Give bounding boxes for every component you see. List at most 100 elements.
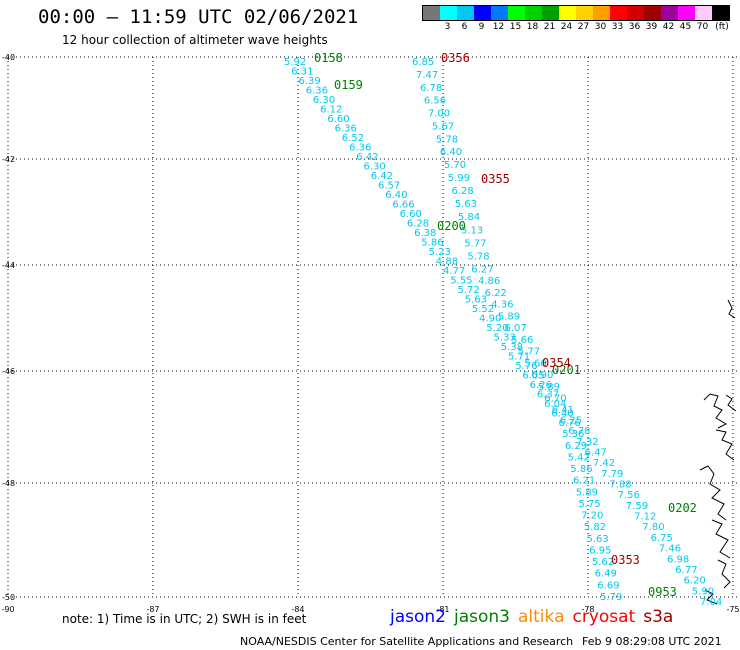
pass-time-label: 0201 <box>552 363 581 377</box>
lat-label: -40 <box>2 53 15 62</box>
wave-height-value: 6.36 <box>306 86 328 97</box>
wave-height-value: 6.60 <box>400 209 422 220</box>
wave-height-value: 5.67 <box>432 121 454 132</box>
wave-height-value: 6.40 <box>551 409 573 420</box>
lon-label: -84 <box>291 605 304 614</box>
satellite-altika: altika <box>518 607 565 627</box>
wave-height-value: 5.23 <box>429 247 451 258</box>
wave-height-value: 6.38 <box>414 228 436 239</box>
legend-swatch <box>593 6 610 20</box>
legend-swatch <box>508 6 525 20</box>
wave-height-value: 7.56 <box>618 490 640 501</box>
wave-height-value: 5.38 <box>501 342 523 353</box>
legend-swatch <box>542 6 559 20</box>
wave-height-value: 6.57 <box>378 181 400 192</box>
wave-height-value: 4.77 <box>443 266 465 277</box>
wave-height-value: 5.63 <box>587 534 609 545</box>
wave-height-value: 5.72 <box>458 285 480 296</box>
wave-height-value: 5.20 <box>486 323 508 334</box>
lon-label: -75 <box>726 605 739 614</box>
wave-height-value: 5.63 <box>455 199 477 210</box>
wave-height-value: 6.98 <box>667 554 689 565</box>
wave-height-value: 5.70 <box>444 160 466 171</box>
generation-timestamp: Feb 9 08:29:08 UTC 2021 <box>582 635 722 648</box>
coastline <box>699 299 737 605</box>
pass-time-label: 0202 <box>668 501 697 515</box>
pass-time-label: 0353 <box>611 553 640 567</box>
wave-height-value: 6.70 <box>544 394 566 405</box>
lat-label: -48 <box>2 479 15 488</box>
legend-color-bar <box>422 5 730 21</box>
wave-height-value: 6.04 <box>544 399 566 410</box>
wave-height-value: 5.77 <box>518 347 540 358</box>
map-subtitle: 12 hour collection of altimeter wave hei… <box>62 33 328 47</box>
wave-height-value: 6.05 <box>522 371 544 382</box>
wave-height-value: 6.39 <box>299 76 321 87</box>
legend-label: 36 <box>628 22 641 32</box>
wave-height-value: 5.86 <box>570 464 592 475</box>
pass-time-label: 0200 <box>437 219 466 233</box>
wave-height-value: 6.52 <box>342 133 364 144</box>
legend-swatch <box>491 6 508 20</box>
wave-height-value: 6.26 <box>530 380 552 391</box>
wave-height-value: 6.90 <box>531 370 553 381</box>
wave-height-value: 6.28 <box>407 219 429 230</box>
wave-height-value: 5.63 <box>465 295 487 306</box>
legend-swatch <box>423 6 440 20</box>
wave-height-value: 6.22 <box>485 288 507 299</box>
track-values: 5.926.316.396.366.306.126.606.366.526.36… <box>284 57 722 608</box>
lon-label: -78 <box>581 605 594 614</box>
wave-height-value: 6.31 <box>291 67 313 78</box>
wave-height-value: 6.30 <box>364 162 386 173</box>
wave-height-value: 7.12 <box>634 512 656 523</box>
wave-height-value: 5.33 <box>494 333 516 344</box>
legend-swatch <box>474 6 491 20</box>
wave-height-value: 5.89 <box>498 311 520 322</box>
lat-label: -50 <box>2 593 15 602</box>
wave-height-value: 6.30 <box>313 95 335 106</box>
wave-height-value: 7.80 <box>642 522 664 533</box>
legend-label: 12 <box>492 22 505 32</box>
legend-label: 27 <box>577 22 590 32</box>
lon-label: -87 <box>146 605 159 614</box>
wave-height-value: 6.36 <box>349 143 371 154</box>
satellite-jason3: jason3 <box>454 607 510 627</box>
legend-label: 70 <box>696 22 709 32</box>
wave-height-value: 4.88 <box>436 257 458 268</box>
wave-height-value: 6.42 <box>371 171 393 182</box>
legend-label: 18 <box>526 22 539 32</box>
wave-height-value: 6.40 <box>440 147 462 158</box>
wave-height-value: 5.36 <box>562 429 584 440</box>
wave-height-value: 5.84 <box>458 212 480 223</box>
satellite-s3a: s3a <box>643 607 674 627</box>
wave-height-value: 5.86 <box>421 238 443 249</box>
legend-label: 42 <box>662 22 675 32</box>
lat-label: -44 <box>2 261 15 270</box>
wave-height-value: 7.88 <box>609 480 631 491</box>
wave-height-value: 6.49 <box>595 569 617 580</box>
wave-height-value: 5.78 <box>467 252 489 263</box>
wave-height-value: 5.66 <box>511 335 533 346</box>
wave-height-value: 7.79 <box>601 469 623 480</box>
legend-swatch <box>661 6 678 20</box>
satellite-cryosat: cryosat <box>572 607 636 627</box>
legend-swatch <box>627 6 644 20</box>
map-title: 00:00 – 11:59 UTC 02/06/2021 <box>38 6 359 28</box>
legend-swatch <box>678 6 695 20</box>
wave-height-value: 5.89 <box>538 382 560 393</box>
pass-time-label: 0159 <box>334 78 363 92</box>
legend-label: 6 <box>461 22 468 32</box>
wave-height-value: 4.90 <box>479 314 501 325</box>
legend-labels: 3 6 9 12 15 18 21 24 27 30 33 36 39 42 45 70 (ft) <box>422 21 730 35</box>
wave-height-value: 6.47 <box>585 448 607 459</box>
wave-height-legend: 3 6 9 12 15 18 21 24 27 30 33 36 39 42 45 70 (ft) <box>422 5 730 35</box>
satellite-jason2: jason2 <box>390 607 446 627</box>
wave-height-value: 6.37 <box>537 390 559 401</box>
wave-height-value: 7.04 <box>700 597 722 608</box>
legend-swatch <box>610 6 627 20</box>
lat-label: -42 <box>2 155 15 164</box>
wave-height-value: 6.12 <box>320 105 342 116</box>
wave-height-value: 5.89 <box>576 487 598 498</box>
wave-height-value: 7.00 <box>428 109 450 120</box>
